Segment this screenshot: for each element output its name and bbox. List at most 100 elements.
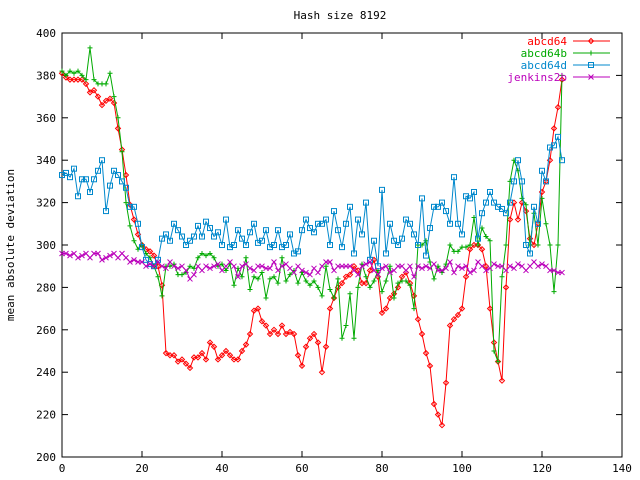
data-point — [182, 360, 190, 367]
data-point — [251, 220, 257, 227]
data-point — [271, 274, 277, 280]
data-point — [355, 271, 361, 278]
data-point — [159, 293, 165, 299]
data-point — [234, 356, 242, 363]
data-point — [210, 343, 218, 350]
data-point — [399, 235, 405, 242]
data-point — [478, 246, 486, 253]
data-point — [342, 273, 350, 281]
data-point — [387, 220, 393, 227]
data-point — [75, 193, 81, 200]
x-tick-label: 40 — [215, 462, 228, 475]
data-point — [355, 284, 361, 290]
legend-marker — [588, 50, 594, 56]
data-point — [331, 295, 337, 301]
data-point — [163, 231, 169, 238]
data-point — [414, 315, 422, 323]
data-point — [475, 235, 481, 242]
data-point — [366, 267, 374, 274]
x-tick-label: 60 — [295, 462, 308, 475]
data-point — [202, 356, 210, 363]
data-point — [394, 284, 402, 291]
data-point — [187, 263, 193, 269]
data-point — [283, 278, 289, 284]
data-point — [203, 253, 209, 259]
data-point — [263, 295, 269, 301]
data-point — [539, 167, 545, 174]
data-point — [175, 265, 181, 272]
data-point — [466, 246, 474, 253]
data-point — [174, 358, 182, 365]
data-point — [295, 248, 301, 255]
data-point — [559, 269, 565, 276]
data-point — [383, 250, 389, 257]
data-point — [275, 280, 281, 286]
data-point — [327, 287, 333, 293]
data-point — [63, 169, 69, 176]
data-point — [150, 252, 158, 259]
data-point — [119, 178, 125, 185]
data-point — [87, 189, 93, 195]
chart-title: Hash size 8192 — [294, 9, 387, 22]
data-point — [354, 267, 362, 274]
data-point — [299, 227, 305, 234]
legend-marker — [587, 37, 595, 45]
data-point — [79, 252, 85, 259]
data-point — [375, 271, 381, 278]
data-point — [483, 267, 489, 274]
data-point — [110, 99, 118, 107]
data-point — [231, 242, 237, 248]
data-point — [551, 267, 557, 274]
data-point — [107, 70, 113, 76]
data-point — [302, 343, 310, 350]
data-point — [379, 186, 385, 193]
data-point — [391, 295, 397, 301]
data-point — [415, 242, 421, 248]
data-point — [435, 203, 441, 210]
data-point — [75, 254, 81, 261]
data-point — [199, 233, 205, 240]
data-point — [523, 242, 529, 248]
data-point — [467, 195, 473, 202]
data-point — [203, 218, 209, 225]
data-point — [171, 220, 177, 227]
data-point — [434, 411, 442, 418]
data-point — [439, 267, 445, 274]
data-point — [547, 242, 553, 248]
data-point — [471, 214, 477, 220]
data-point — [427, 225, 433, 232]
data-point — [519, 195, 525, 201]
data-point — [447, 242, 453, 248]
data-point — [62, 74, 70, 81]
y-tick-label: 200 — [36, 451, 56, 464]
legend-marker — [588, 62, 594, 68]
data-point — [458, 305, 466, 312]
data-point — [555, 133, 561, 140]
data-point — [355, 216, 361, 223]
data-point — [475, 242, 481, 248]
data-point — [115, 115, 121, 121]
data-point — [326, 305, 334, 312]
data-point — [146, 248, 154, 255]
data-point — [482, 262, 490, 270]
data-point — [419, 265, 425, 272]
data-point — [471, 189, 477, 195]
data-point — [383, 263, 389, 270]
data-point — [451, 269, 457, 276]
data-point — [498, 377, 506, 384]
y-tick-label: 400 — [36, 27, 56, 40]
data-point — [223, 267, 229, 273]
data-point — [90, 87, 98, 94]
data-point — [215, 261, 221, 267]
data-point — [183, 242, 189, 248]
x-tick-label: 100 — [452, 462, 472, 475]
data-point — [135, 220, 141, 227]
series-abcd64 — [58, 70, 566, 429]
data-point — [179, 233, 185, 240]
data-point — [111, 94, 117, 100]
data-point — [218, 352, 226, 359]
data-point — [455, 220, 461, 227]
data-point — [371, 278, 377, 284]
